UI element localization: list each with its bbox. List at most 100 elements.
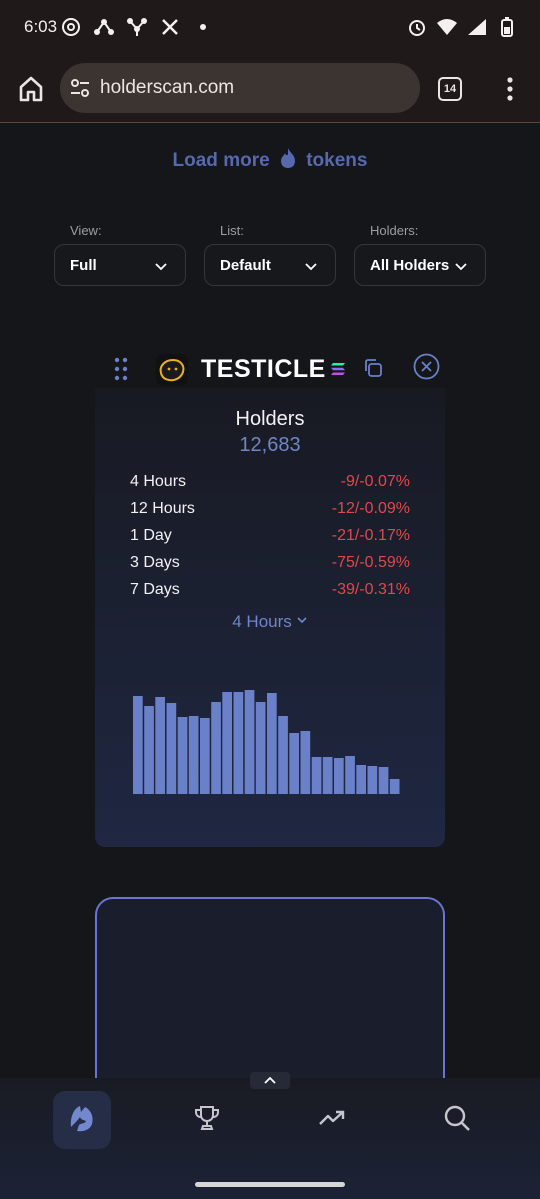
token-logo xyxy=(156,354,188,386)
nav-leaderboard[interactable] xyxy=(178,1091,236,1149)
search-icon xyxy=(442,1103,472,1138)
chart-bar[interactable] xyxy=(322,757,333,794)
x-icon xyxy=(159,16,181,38)
stat-label: 3 Days xyxy=(130,554,180,571)
nav-trending[interactable] xyxy=(303,1091,361,1149)
chart-bar[interactable] xyxy=(378,767,389,794)
stat-value: -39/-0.31% xyxy=(331,581,410,598)
chart-bar[interactable] xyxy=(356,765,366,794)
chart-bar[interactable] xyxy=(255,702,266,794)
nav-home[interactable] xyxy=(53,1091,111,1149)
stat-value: -9/-0.07% xyxy=(340,473,410,490)
signal-icon xyxy=(466,16,488,38)
chart-bar[interactable] xyxy=(289,733,299,794)
chart-bar[interactable] xyxy=(222,692,232,794)
address-bar[interactable]: holderscan.com xyxy=(60,63,420,113)
stat-value: -12/-0.09% xyxy=(331,500,410,517)
chart-bar[interactable] xyxy=(389,779,400,794)
chart-period-value: 4 Hours xyxy=(232,612,292,631)
browser-toolbar: holderscan.com 14 xyxy=(0,56,540,123)
stat-row: 3 Days -75/-0.59% xyxy=(130,554,410,576)
chart-period-select[interactable]: 4 Hours xyxy=(95,611,445,632)
chart-bar[interactable] xyxy=(188,716,199,794)
chart-bar[interactable] xyxy=(233,692,244,794)
stat-row: 7 Days -39/-0.31% xyxy=(130,581,410,603)
logo-icon xyxy=(67,1103,97,1138)
chart-bar[interactable] xyxy=(244,690,255,794)
network-icon xyxy=(93,16,115,38)
chart-bar[interactable] xyxy=(311,757,322,794)
chart-bar[interactable] xyxy=(155,697,165,794)
home-icon[interactable] xyxy=(14,72,48,106)
chevron-down-icon xyxy=(154,259,168,273)
view-select[interactable]: Full xyxy=(54,244,186,286)
battery-icon xyxy=(496,16,518,38)
chart-bar[interactable] xyxy=(367,766,378,794)
holders-select[interactable]: All Holders xyxy=(354,244,486,286)
stat-label: 4 Hours xyxy=(130,473,187,490)
list-select[interactable]: Default xyxy=(204,244,336,286)
nav-search[interactable] xyxy=(428,1091,486,1149)
chart-bar[interactable] xyxy=(144,706,154,794)
chart-bar[interactable] xyxy=(267,693,277,794)
dot-icon xyxy=(192,16,214,38)
chart-bar[interactable] xyxy=(211,702,221,794)
chevron-down-icon xyxy=(454,259,468,273)
chart-bar[interactable] xyxy=(345,756,355,794)
system-icons xyxy=(406,16,518,38)
notification-icons xyxy=(60,16,214,38)
chart-bar[interactable] xyxy=(334,758,344,794)
url-text[interactable]: holderscan.com xyxy=(100,77,235,98)
chart-bar[interactable] xyxy=(278,716,288,794)
site-settings-icon[interactable] xyxy=(69,77,91,99)
chevron-down-icon xyxy=(304,259,318,273)
chart-bar[interactable] xyxy=(133,696,143,794)
stat-label: 7 Days xyxy=(130,581,180,598)
stat-label: 1 Day xyxy=(130,527,172,544)
list-value: Default xyxy=(220,257,271,274)
view-value: Full xyxy=(70,257,97,274)
gesture-handle xyxy=(195,1182,345,1187)
status-time: 6:03 xyxy=(24,17,58,36)
wifi-icon xyxy=(436,16,458,38)
expand-toggle[interactable] xyxy=(250,1072,290,1089)
chart-bar[interactable] xyxy=(300,731,311,794)
holders-title: Holders xyxy=(235,408,305,430)
list-label: List: xyxy=(220,223,244,238)
load-more-tokens-link[interactable]: Load more tokens xyxy=(0,147,540,175)
view-label: View: xyxy=(70,223,102,238)
stat-row: 4 Hours -9/-0.07% xyxy=(130,473,410,495)
threads-icon xyxy=(60,16,82,38)
stat-row: 12 Hours -12/-0.09% xyxy=(130,500,410,522)
tab-switcher-button[interactable]: 14 xyxy=(438,77,462,101)
drag-handle-icon[interactable] xyxy=(114,357,128,381)
close-card-icon[interactable] xyxy=(413,353,440,380)
copy-icon[interactable] xyxy=(362,357,384,379)
status-bar: 6:03 xyxy=(0,0,540,56)
holders-label: Holders: xyxy=(370,223,419,238)
token-card-header: TESTICLE xyxy=(0,350,540,390)
token-name[interactable]: TESTICLE xyxy=(201,355,326,383)
holders-bar-chart xyxy=(133,690,400,794)
chevron-down-icon xyxy=(296,611,308,624)
trending-icon xyxy=(317,1103,347,1138)
solana-icon xyxy=(330,362,346,376)
chart-bar[interactable] xyxy=(177,717,188,794)
more-menu-icon[interactable] xyxy=(500,75,520,103)
chart-bar[interactable] xyxy=(166,703,177,794)
load-more-suffix: tokens xyxy=(306,150,368,171)
network-icon xyxy=(126,16,148,38)
holders-count: 12,683 xyxy=(239,434,301,456)
holders-filter-value: All Holders xyxy=(370,257,450,274)
load-more-prefix: Load more xyxy=(172,150,270,171)
bottom-navigation xyxy=(0,1072,540,1199)
stat-label: 12 Hours xyxy=(130,500,195,517)
stat-value: -75/-0.59% xyxy=(331,554,410,571)
chart-bar[interactable] xyxy=(200,718,210,794)
token-stats-card: Holders 12,683 4 Hours -9/-0.07% 12 Hour… xyxy=(95,388,445,847)
stat-row: 1 Day -21/-0.17% xyxy=(130,527,410,549)
flame-icon xyxy=(278,147,298,175)
stat-value: -21/-0.17% xyxy=(331,527,410,544)
alarm-icon xyxy=(406,16,428,38)
trophy-icon xyxy=(192,1103,222,1138)
